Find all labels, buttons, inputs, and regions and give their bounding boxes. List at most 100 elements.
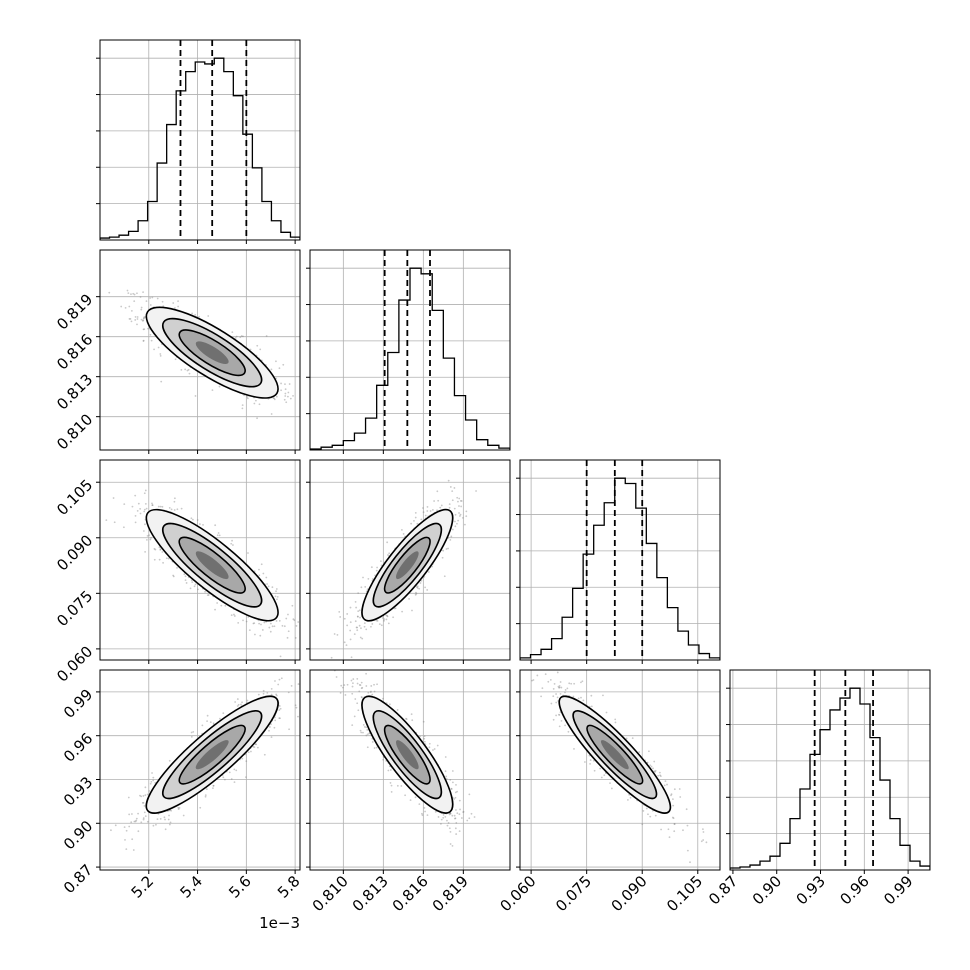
scatter-point bbox=[143, 492, 146, 495]
scatter-point bbox=[402, 533, 405, 535]
scatter-point bbox=[268, 729, 270, 732]
scatter-point bbox=[448, 506, 451, 509]
scatter-point bbox=[241, 404, 244, 407]
scatter-point bbox=[144, 489, 147, 492]
scatter-point bbox=[276, 598, 278, 601]
scatter-point bbox=[184, 368, 187, 371]
scatter-point bbox=[259, 634, 262, 637]
x-offset-label: 1e−3 bbox=[259, 914, 300, 932]
scatter-point bbox=[212, 784, 215, 787]
contour-line bbox=[145, 306, 279, 399]
scatter-point bbox=[256, 746, 259, 749]
histogram-step bbox=[100, 57, 300, 240]
scatter-point bbox=[450, 535, 453, 538]
scatter-point bbox=[360, 627, 362, 630]
scatter-point bbox=[462, 811, 465, 814]
scatter-point bbox=[130, 309, 133, 312]
scatter-point bbox=[359, 636, 362, 639]
scatter-point bbox=[280, 389, 283, 392]
scatter-point bbox=[202, 523, 204, 526]
scatter-point bbox=[475, 490, 477, 492]
scatter-point bbox=[376, 620, 379, 622]
scatter-point bbox=[260, 623, 262, 626]
scatter-point bbox=[448, 813, 451, 816]
scatter-point bbox=[451, 528, 454, 531]
scatter-point bbox=[172, 574, 175, 577]
scatter-point bbox=[275, 693, 278, 696]
scatter-point bbox=[192, 730, 195, 733]
scatter-point bbox=[458, 505, 460, 507]
scatter-point bbox=[198, 315, 201, 318]
scatter-point bbox=[133, 293, 136, 296]
y-tick-label: 0.93 bbox=[60, 773, 96, 809]
scatter-point bbox=[339, 691, 342, 694]
scatter-point bbox=[128, 305, 131, 308]
scatter-point bbox=[447, 547, 449, 550]
scatter-point bbox=[330, 656, 333, 659]
scatter-point bbox=[360, 586, 363, 589]
scatter-point bbox=[380, 560, 382, 563]
scatter-point bbox=[161, 505, 164, 508]
scatter-point bbox=[169, 821, 172, 824]
scatter-point bbox=[126, 289, 129, 292]
scatter-point bbox=[136, 323, 138, 326]
scatter-point bbox=[408, 598, 410, 600]
scatter-point bbox=[258, 568, 260, 571]
scatter-point bbox=[420, 518, 423, 521]
scatter-point bbox=[159, 548, 162, 551]
scatter-point bbox=[123, 826, 126, 829]
scatter-point bbox=[349, 629, 352, 632]
y-tick-label: 0.810 bbox=[53, 410, 96, 453]
scatter-point bbox=[233, 613, 235, 616]
scatter-point bbox=[273, 625, 276, 628]
scatter-point bbox=[278, 619, 281, 622]
scatter-point bbox=[191, 518, 194, 521]
scatter-point bbox=[273, 716, 276, 719]
scatter-point bbox=[149, 782, 152, 785]
scatter-point bbox=[241, 757, 244, 760]
scatter-point bbox=[235, 335, 238, 338]
scatter-point bbox=[136, 318, 139, 320]
scatter-point bbox=[258, 574, 261, 577]
panel-frame bbox=[99, 249, 301, 451]
scatter-point bbox=[262, 692, 265, 695]
scatter-point bbox=[168, 823, 171, 826]
scatter-point bbox=[410, 522, 413, 525]
scatter-point bbox=[172, 302, 175, 304]
scatter-point bbox=[286, 636, 289, 639]
scatter-point bbox=[267, 585, 270, 588]
scatter-point bbox=[360, 731, 363, 734]
scatter-point bbox=[388, 552, 391, 555]
scatter-point bbox=[189, 587, 192, 590]
scatter-point bbox=[269, 630, 272, 633]
scatter-point bbox=[443, 575, 446, 578]
scatter-point bbox=[349, 638, 352, 641]
scatter-point bbox=[457, 519, 460, 522]
scatter-point bbox=[206, 720, 208, 723]
scatter-point bbox=[355, 626, 358, 629]
scatter-point bbox=[367, 577, 370, 580]
scatter-point bbox=[152, 779, 155, 782]
scatter-point bbox=[376, 566, 379, 569]
scatter-point bbox=[444, 815, 447, 818]
scatter-point bbox=[268, 726, 271, 728]
scatter-point bbox=[453, 487, 456, 489]
scatter-point bbox=[338, 610, 341, 613]
x-tick-label: 5.8 bbox=[274, 872, 304, 902]
scatter-point bbox=[196, 519, 199, 521]
scatter-point bbox=[465, 515, 468, 518]
scatter-point bbox=[350, 656, 353, 659]
scatter-point bbox=[420, 579, 423, 582]
scatter-point bbox=[140, 306, 143, 309]
contour-line bbox=[361, 508, 454, 622]
scatter-point bbox=[423, 740, 426, 743]
density-fill bbox=[195, 551, 229, 580]
scatter-point bbox=[241, 701, 243, 704]
scatter-point bbox=[185, 582, 188, 584]
scatter-point bbox=[451, 844, 454, 847]
scatter-point bbox=[157, 346, 160, 349]
scatter-point bbox=[276, 596, 279, 598]
scatter-point bbox=[287, 691, 290, 694]
scatter-point bbox=[279, 717, 281, 720]
histogram-step bbox=[520, 477, 720, 660]
